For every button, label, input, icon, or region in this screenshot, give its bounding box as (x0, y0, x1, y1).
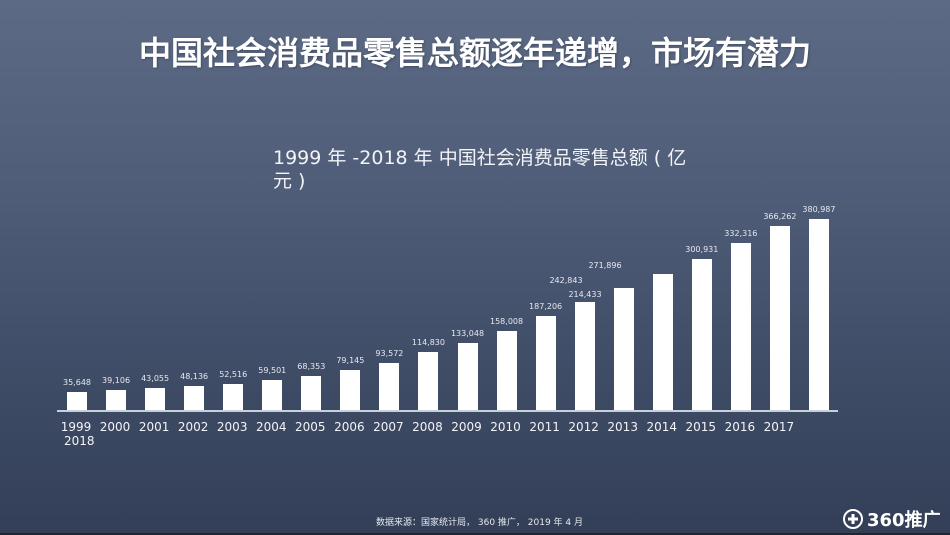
bottom-strip (0, 533, 950, 535)
bar-2009 (457, 343, 478, 410)
page-title: 中国社会消费品零售总额逐年递增，市场有潜力 (138, 34, 811, 72)
data-label-2018: 380,987 (802, 205, 836, 214)
data-label-2011: 187,206 (529, 302, 563, 311)
data-label-2012: 214,433 (568, 290, 602, 299)
x-tick-label-2002: 2002 (177, 420, 209, 434)
data-label-2007: 93,572 (375, 349, 404, 358)
bar-2005 (301, 376, 322, 410)
plus-circle-icon (843, 509, 863, 529)
bar-2017 (769, 226, 790, 410)
data-label-1999: 35,648 (63, 378, 91, 387)
data-label-2014: 271,896 (588, 261, 622, 270)
x-tick-label-2012: 2012 (568, 420, 599, 434)
x-tick-label-2011: 2011 (529, 420, 560, 434)
brand-text: 360推广 (867, 510, 941, 531)
bar-2004 (262, 380, 283, 410)
brand-logo: 360推广 (843, 506, 941, 532)
data-label-2002: 48,136 (180, 372, 209, 381)
x-tick-label-2001: 2001 (138, 420, 170, 434)
bar-2007 (379, 363, 400, 410)
bar-2006 (340, 370, 361, 410)
chart-title-line-1: 1999 年 -2018 年 中国社会消费品零售总额 ( 亿 (273, 147, 687, 169)
bar-2012 (574, 302, 595, 410)
data-label-2004: 59,501 (258, 366, 287, 375)
x-tick-label-2015: 2015 (685, 420, 717, 434)
bar-2016 (730, 243, 751, 410)
bar-2008 (418, 352, 439, 410)
chart-title-line-2: 元 ) (273, 170, 306, 192)
x-tick-label-1999: 1999 (60, 420, 92, 434)
data-label-2008: 114,830 (411, 338, 445, 347)
data-label-2010: 158,008 (490, 317, 524, 326)
chart-title: 1999 年 -2018 年 中国社会消费品零售总额 ( 亿 元 ) (273, 147, 693, 193)
x-tick-label-2003: 2003 (216, 420, 248, 434)
data-label-2015: 300,931 (685, 245, 719, 254)
bar-2003 (223, 384, 244, 410)
x-tick-label-2017: 2017 (763, 420, 795, 434)
data-label-2016: 332,316 (724, 229, 758, 238)
x-tick-label-2014: 2014 (646, 420, 678, 434)
bar-2000 (106, 390, 127, 410)
bar-2018 (808, 219, 829, 410)
data-label-2005: 68,353 (297, 362, 326, 371)
data-label-2001: 43,055 (141, 374, 170, 383)
data-label-2013: 242,843 (549, 276, 583, 285)
bar-2001 (145, 388, 166, 410)
x-tick-label-extra: 2018 (64, 434, 95, 448)
x-tick-label-2000: 2000 (99, 420, 131, 434)
data-label-2003: 52,516 (219, 370, 248, 379)
bar-2013 (613, 288, 634, 410)
data-label-2017: 366,262 (763, 212, 797, 221)
data-source-note: 数据来源：国家统计局， 360 推广， 2019 年 4 月 (376, 518, 583, 528)
x-tick-label-2009: 2009 (451, 420, 482, 434)
bar-1999 (67, 392, 87, 410)
data-label-2000: 39,106 (102, 376, 131, 385)
bar-2011 (535, 316, 556, 410)
bar-2015 (691, 259, 712, 410)
bar-2002 (184, 386, 205, 410)
x-tick-label-2008: 2008 (412, 420, 443, 434)
x-tick-label-2004: 2004 (255, 420, 287, 434)
bar-2014 (652, 274, 673, 410)
x-axis-line (57, 410, 838, 412)
data-label-2009: 133,048 (450, 329, 485, 338)
x-tick-label-2016: 2016 (724, 420, 756, 434)
x-tick-label-2006: 2006 (334, 420, 365, 434)
bar-2010 (496, 331, 517, 410)
data-label-2006: 79,145 (336, 356, 365, 365)
x-tick-label-2007: 2007 (373, 420, 404, 434)
x-tick-label-2013: 2013 (607, 420, 638, 434)
x-tick-label-2005: 2005 (295, 420, 326, 434)
x-tick-label-2010: 2010 (490, 420, 521, 434)
